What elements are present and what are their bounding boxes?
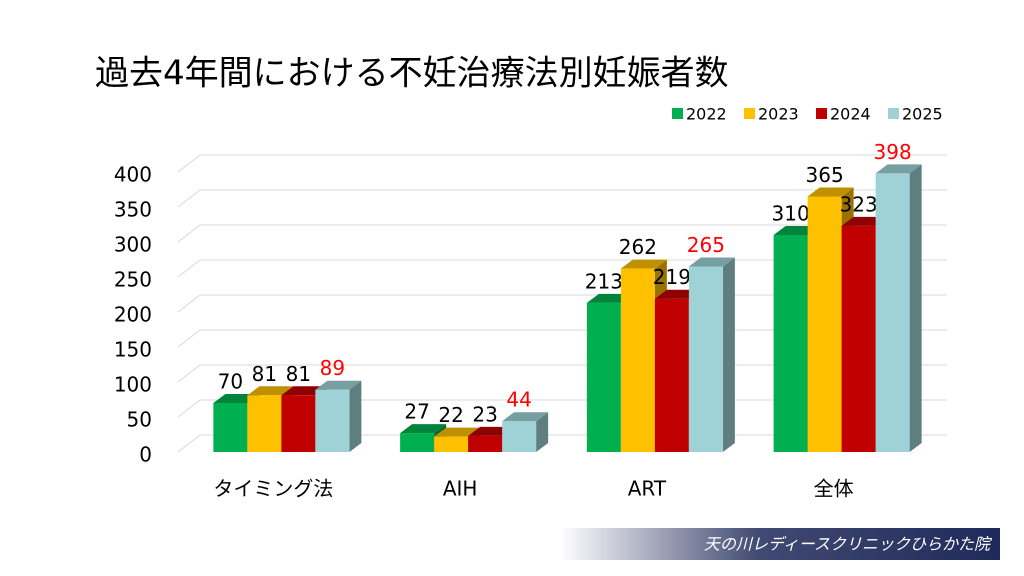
y-tick-label: 150 (114, 338, 152, 362)
grid-line-side (177, 154, 201, 173)
x-tick-label: ART (628, 477, 667, 501)
legend-swatch (888, 108, 899, 119)
bar (875, 173, 910, 452)
bar-top (434, 427, 481, 437)
y-tick-label: 50 (127, 408, 152, 432)
bar (654, 298, 689, 452)
bar-top (247, 386, 294, 396)
data-label: 398 (874, 140, 912, 164)
data-label: 365 (806, 163, 844, 187)
bar (841, 225, 876, 452)
bar-top (502, 412, 549, 422)
bar-top (315, 380, 362, 390)
x-tick-label: タイミング法 (213, 477, 333, 501)
bar-top (807, 187, 854, 197)
grid-line-side (177, 364, 201, 383)
data-label: 44 (506, 388, 531, 412)
data-label: 27 (404, 400, 429, 424)
grid-line-side (177, 189, 201, 208)
data-label: 265 (687, 233, 725, 257)
bar (213, 403, 248, 452)
bar-side (722, 257, 735, 452)
data-label: 219 (653, 265, 691, 289)
data-label: 70 (218, 370, 243, 394)
bar (468, 435, 503, 452)
bar (620, 268, 655, 452)
data-label: 81 (252, 362, 277, 386)
bar (247, 395, 282, 452)
legend-swatch (816, 108, 827, 119)
bar-top (400, 424, 447, 434)
data-label: 89 (320, 356, 345, 380)
legend-label: 2023 (758, 105, 799, 124)
y-tick-label: 250 (114, 268, 152, 292)
y-tick-label: 100 (114, 373, 152, 397)
footer-text: 天の川レディースクリニックひらかた院 (704, 535, 993, 554)
footer-band (560, 528, 1000, 560)
y-tick-label: 400 (114, 163, 152, 187)
data-label: 81 (286, 362, 311, 386)
y-tick-label: 350 (114, 198, 152, 222)
data-label: 323 (840, 192, 878, 216)
bar-top (875, 164, 922, 174)
legend-swatch (744, 108, 755, 119)
data-label: 213 (585, 269, 623, 293)
chart-title: 過去4年間における不妊治療法別妊娠者数 (95, 54, 729, 94)
data-label: 22 (438, 403, 463, 427)
bar-top (688, 257, 735, 267)
bar (315, 389, 350, 452)
legend-swatch (672, 108, 683, 119)
y-tick-label: 300 (114, 233, 152, 257)
bar (281, 395, 316, 452)
bar (688, 266, 723, 452)
bar-side (909, 164, 922, 452)
bar (586, 302, 621, 452)
grid-line-side (177, 259, 201, 278)
data-label: 262 (619, 235, 657, 259)
bar (773, 235, 808, 452)
grid-line-side (177, 399, 201, 418)
bar (502, 421, 537, 452)
bar (434, 436, 469, 452)
legend-label: 2024 (830, 105, 871, 124)
grid-line-side (177, 294, 201, 313)
bar-side (349, 380, 362, 452)
grid-line-side (177, 329, 201, 348)
bar (807, 196, 842, 452)
x-tick-label: 全体 (814, 477, 854, 501)
legend-label: 2022 (686, 105, 727, 124)
grid-line-side (177, 434, 201, 453)
y-tick-label: 0 (139, 443, 152, 467)
grid-line-side (177, 224, 201, 243)
legend-label: 2025 (902, 105, 943, 124)
y-tick-label: 200 (114, 303, 152, 327)
bar (400, 433, 435, 452)
bar-top (620, 259, 667, 269)
data-label: 310 (772, 202, 810, 226)
bar-side (536, 412, 549, 452)
x-tick-label: AIH (443, 477, 478, 501)
data-label: 23 (472, 402, 497, 426)
